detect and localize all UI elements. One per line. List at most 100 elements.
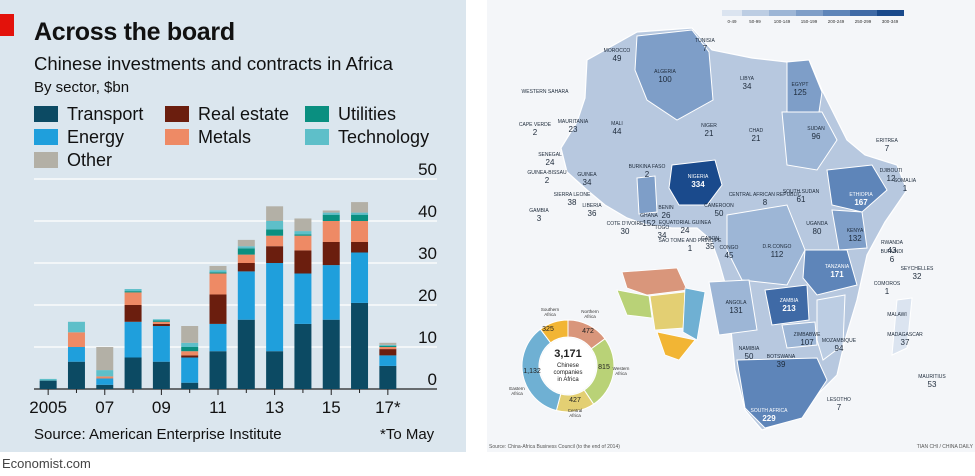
bar-segment-transport	[209, 351, 227, 389]
y-tick-label: 10	[418, 328, 437, 347]
bar-segment-energy	[209, 323, 227, 352]
region-angola	[708, 279, 758, 336]
bar-segment-real-estate	[351, 242, 369, 253]
bar-segment-metals	[237, 254, 255, 263]
donut-center-text: companies	[553, 370, 582, 376]
bar-segment-other	[351, 202, 369, 213]
country-value: 37	[901, 338, 910, 347]
donut-segment	[539, 319, 569, 344]
bar-segment-metals	[181, 351, 199, 356]
bar-segment-technology	[322, 212, 340, 215]
country-name: SOMALIA	[894, 178, 917, 184]
donut-segment-label: Central	[568, 408, 583, 413]
donut-segment-label: Southern	[541, 307, 560, 312]
bar-segment-metals	[294, 235, 312, 251]
x-tick-label: 17*	[375, 398, 401, 417]
region-zimbabwe	[781, 321, 818, 349]
bar-segment-other	[294, 218, 312, 232]
bar-segment-real-estate	[181, 355, 199, 358]
bar-segment-other	[181, 326, 199, 343]
country-value: 80	[813, 227, 822, 236]
bar-segment-transport	[124, 357, 142, 389]
bar-segment-real-estate	[124, 305, 142, 322]
country-value: 34	[658, 231, 667, 240]
bar-segment-real-estate	[322, 242, 340, 266]
legend-label: Utilities	[338, 103, 397, 124]
country-name: ERITREA	[876, 138, 898, 144]
legend-label: Transport	[67, 103, 144, 124]
country-value: 107	[800, 338, 814, 347]
bar-segment-metals	[96, 376, 114, 379]
bar-segment-metals	[209, 273, 227, 295]
donut-segment-label: Western	[613, 366, 630, 371]
region-mozambique	[816, 294, 846, 361]
country-value: 44	[613, 127, 622, 136]
country-name: CONGO	[720, 245, 739, 251]
bar-segment-technology	[152, 319, 170, 321]
legend-swatch	[305, 106, 329, 122]
country-value: 94	[835, 344, 844, 353]
bar-segment-utilities	[237, 248, 255, 255]
bar-segment-technology	[96, 370, 114, 377]
region-algeria	[634, 29, 714, 121]
bar-segment-real-estate	[379, 349, 397, 356]
x-tick-label: 15	[322, 398, 341, 417]
country-name: CENTRAL AFRICAN REPUBLIC	[729, 192, 802, 198]
bar-segment-technology	[266, 221, 284, 230]
country-name: LIBERIA	[582, 203, 602, 209]
donut-segment-label: Africa	[544, 312, 556, 317]
scale-swatch	[877, 10, 904, 16]
country-name: COMOROS	[874, 281, 901, 287]
country-name: EGYPT	[792, 82, 809, 88]
bar-segment-utilities	[124, 291, 142, 293]
country-value: 21	[752, 134, 761, 143]
bar-segment-real-estate	[294, 250, 312, 274]
country-name: ANGOLA	[726, 300, 748, 306]
country-name: SAO TOME AND PRINCIPE	[659, 238, 723, 244]
country-name: BENIN	[658, 205, 674, 211]
country-name: UGANDA	[806, 221, 828, 227]
bar-segment-technology	[237, 246, 255, 249]
donut-segment-value: 1,132	[523, 368, 541, 375]
country-name: KENYA	[847, 228, 864, 234]
chart-units: By sector, $bn	[34, 79, 130, 96]
scale-label: 150-199	[801, 19, 818, 24]
y-tick-label: 0	[428, 370, 437, 389]
bar-segment-technology	[181, 342, 199, 347]
country-name: RWANDA	[881, 240, 904, 246]
legend-item-other: Other	[34, 150, 112, 170]
scale-label: 300-349	[882, 19, 899, 24]
chart-title: Across the board	[34, 18, 235, 46]
region-nigeria	[668, 159, 723, 206]
country-value: 2	[533, 128, 538, 137]
donut-segment-value: 427	[569, 397, 581, 404]
region-drc	[726, 204, 806, 286]
country-value: 34	[583, 178, 592, 187]
color-scale: 0-49 50-99 100-149 150-199 200-249 250-2…	[722, 10, 904, 24]
bar-segment-other	[237, 239, 255, 247]
country-value: 61	[797, 195, 806, 204]
region-zambia	[764, 284, 810, 326]
country-value: 334	[691, 180, 705, 189]
y-tick-label: 30	[418, 244, 437, 263]
donut-segment-label: Africa	[569, 413, 581, 418]
mini-west	[616, 289, 653, 319]
bar-segment-metals	[322, 221, 340, 242]
country-value: 131	[729, 306, 743, 315]
country-value: 32	[913, 272, 922, 281]
scale-label: 0-49	[727, 19, 737, 24]
donut-segment-value: 472	[582, 328, 594, 335]
x-tick-label: 13	[265, 398, 284, 417]
donut-center-number: 3,171	[554, 348, 582, 360]
bar-segment-metals	[351, 221, 369, 242]
bar-segment-metals	[124, 292, 142, 305]
country-name: BOTSWANA	[767, 354, 796, 360]
legend-item-technology: Technology	[305, 127, 429, 147]
bar-segment-technology	[124, 289, 142, 292]
country-value: 132	[848, 234, 862, 243]
bar-segment-technology	[209, 270, 227, 273]
y-tick-label: 40	[418, 202, 437, 221]
country-value: 112	[771, 250, 784, 259]
bar-segment-utilities	[266, 229, 284, 236]
